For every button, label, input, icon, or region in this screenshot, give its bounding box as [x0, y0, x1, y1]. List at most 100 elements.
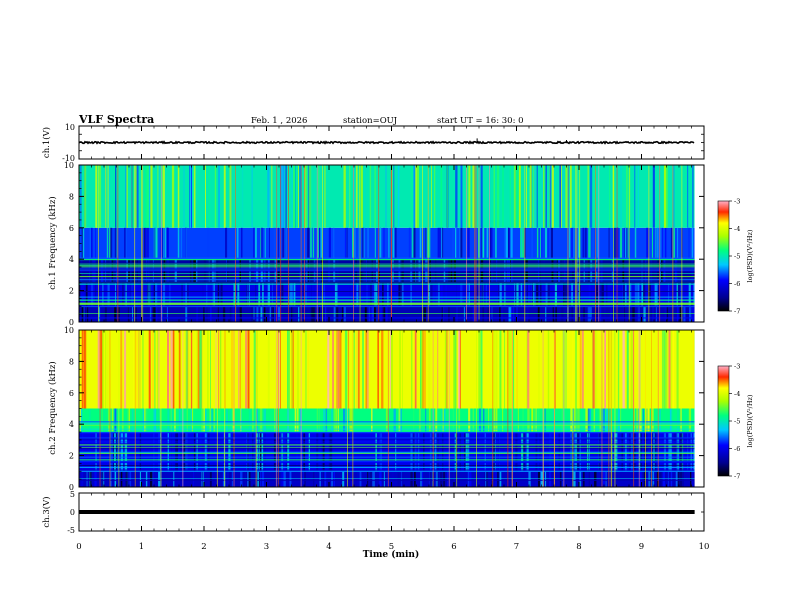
spectrogram-streak: [109, 227, 112, 260]
spectrogram-streak: [131, 282, 133, 307]
spectrogram-streak: [150, 471, 153, 487]
start-ut-label: start UT = 16: 30: 0: [437, 116, 524, 126]
spectrogram-impulse: [275, 330, 277, 487]
spectrogram-streak: [414, 330, 417, 409]
spectrogram-streak: [413, 432, 415, 472]
spectrogram-line: [79, 305, 695, 307]
spectrogram-line: [79, 259, 695, 261]
spectrogram-streak: [688, 282, 691, 307]
spectrogram-streak: [443, 408, 446, 433]
spectrogram-streak: [522, 408, 524, 433]
spectrogram-streak: [341, 306, 343, 322]
spectrogram-streak: [240, 471, 243, 487]
spectrogram-streak: [658, 282, 659, 307]
spectrogram-streak: [247, 330, 250, 409]
spectrogram-streak: [579, 432, 581, 472]
time-tick-label: 1: [139, 542, 144, 552]
spectrogram-streak: [614, 227, 617, 260]
spectrogram-streak: [114, 306, 117, 322]
spectrogram-streak: [170, 408, 172, 433]
spectrogram-streak: [545, 165, 547, 228]
spectrogram-line: [79, 303, 695, 305]
spectrogram-streak: [222, 471, 226, 487]
spectrogram-streak: [535, 282, 537, 307]
spectrogram-streak: [608, 227, 610, 260]
spectrogram-streak: [349, 282, 351, 307]
spectrogram-line: [79, 431, 695, 433]
spectrogram-streak: [375, 432, 377, 472]
spectrogram-streak: [411, 330, 413, 409]
spectrogram-streak: [107, 408, 111, 433]
spectrogram-streak: [391, 471, 394, 487]
spectrogram-ytick-label: 6: [69, 389, 74, 398]
spectrogram-streak: [545, 282, 548, 307]
spectrogram-streak: [422, 330, 424, 409]
spectrogram-impulse: [489, 165, 490, 322]
spectrogram-streak: [676, 306, 679, 322]
spectrogram-streak: [606, 282, 608, 307]
spectrogram-streak: [652, 432, 654, 472]
spectrogram-line: [79, 273, 695, 274]
spectrogram-streak: [362, 227, 365, 260]
spectrogram-streak: [390, 330, 393, 409]
spectrogram-streak: [149, 306, 152, 322]
spectrogram-streak: [545, 306, 547, 322]
spectrogram-streak: [414, 165, 416, 228]
spectrogram-streak: [261, 471, 265, 487]
spectrogram-streak: [687, 165, 689, 228]
spectrogram-impulse: [359, 165, 361, 322]
spectrogram-streak: [260, 227, 263, 260]
spectrogram-streak: [248, 282, 250, 307]
spectrogram-streak: [307, 282, 310, 307]
spectrogram-streak: [437, 330, 439, 409]
spectrogram-streak: [154, 227, 156, 260]
spectrogram-streak: [531, 408, 534, 433]
spectrogram-streak: [456, 306, 458, 322]
spectrogram-streak: [190, 408, 192, 433]
spectrogram-streak: [581, 330, 584, 409]
spectrogram-streak: [153, 432, 155, 472]
spectrogram-streak: [274, 408, 275, 433]
spectrogram-streak: [107, 330, 109, 409]
spectrogram-streak: [344, 330, 348, 409]
spectrogram-streak: [208, 432, 210, 472]
spectrogram-streak: [179, 408, 182, 433]
spectrogram-streak: [381, 330, 384, 409]
spectrogram-ytick-label: 4: [69, 420, 74, 429]
spectrogram-streak: [106, 227, 109, 260]
spectrogram-streak: [467, 471, 470, 487]
spectrogram-streak: [486, 227, 489, 260]
spectrogram-streak: [536, 282, 539, 307]
spectrogram-impulse: [235, 165, 236, 322]
spectrogram-streak: [218, 330, 220, 409]
spectrogram-streak: [600, 306, 602, 322]
spectrogram-line: [79, 276, 695, 278]
spectrogram-impulse: [616, 165, 618, 322]
spectrogram-streak: [643, 282, 645, 307]
spectrogram-streak: [158, 408, 161, 433]
spectrogram-streak: [423, 306, 426, 322]
spectrogram-streak: [271, 306, 273, 322]
spectrogram-streak: [269, 227, 270, 260]
spectrogram-streak: [639, 471, 642, 487]
spectrogram-streak: [677, 408, 679, 433]
spectrogram-streak: [203, 306, 205, 322]
spectrogram-streak: [205, 165, 206, 228]
spectrogram-streak: [307, 227, 310, 260]
time-tick-label: 10: [699, 542, 710, 552]
spectrogram-streak: [522, 227, 525, 260]
spectrogram-streak: [520, 227, 522, 260]
spectrogram-streak: [401, 471, 403, 487]
spectrogram-streak: [362, 330, 364, 409]
spectrogram-streak: [602, 282, 604, 307]
spectrogram-streak: [563, 282, 565, 307]
spectrogram-streak: [228, 432, 231, 472]
spectrogram-line: [79, 479, 695, 481]
spectrogram-streak: [636, 306, 638, 322]
spectrogram-streak: [537, 306, 540, 322]
spectrogram-streak: [150, 165, 153, 228]
spectrogram-streak: [571, 282, 573, 307]
spectrogram-streak: [573, 306, 577, 322]
spectrogram-streak: [274, 471, 277, 487]
spectrogram-streak: [663, 330, 666, 409]
